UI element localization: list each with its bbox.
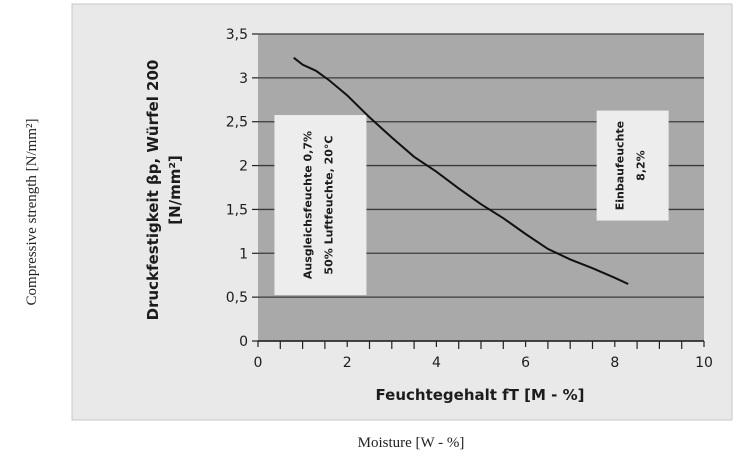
x-tick-label: 8 xyxy=(610,355,619,371)
x-tick-label: 6 xyxy=(521,355,530,371)
y-tick-label: 2 xyxy=(239,159,248,175)
annotation-text: 50% Luftfeuchte, 20°C xyxy=(322,135,335,274)
annotation-text: 8,2% xyxy=(635,150,648,181)
x-tick-labels: 0 2 4 6 8 10 xyxy=(254,355,713,371)
y-tick-label: 2,5 xyxy=(226,115,248,131)
y-tick-label: 3,5 xyxy=(226,27,248,43)
y-tick-labels: 0 0,5 1 1,5 2 2,5 3 3,5 xyxy=(226,27,248,350)
y-tick-label: 1,5 xyxy=(226,202,248,218)
annotation-box xyxy=(596,110,669,221)
y-axis-label: Druckfestigkeit βp, Würfel 200 xyxy=(144,60,162,321)
y-tick-label: 0 xyxy=(239,334,248,350)
x-tick-label: 10 xyxy=(695,355,713,371)
y-axis-unit-label: [N/mm²] xyxy=(166,155,184,225)
series-line xyxy=(293,56,629,285)
outer-y-axis-label: Compressive strength [N/mm²] xyxy=(24,119,40,306)
x-axis-label: Feuchtegehalt fT [M - %] xyxy=(376,386,585,404)
outer-x-axis-label: Moisture [W - %] xyxy=(358,435,465,451)
x-tick-label: 4 xyxy=(432,355,441,371)
annotation-text: Ausgleichsfeuchte 0,7% xyxy=(301,131,314,279)
annotation-box xyxy=(274,115,367,296)
annotation-text: Einbaufeuchte xyxy=(614,121,627,210)
y-tick-label: 1 xyxy=(239,246,248,262)
y-tick-label: 0,5 xyxy=(226,290,248,306)
x-tick-label: 0 xyxy=(254,355,263,371)
annotations: Ausgleichsfeuchte 0,7% 50% Luftfeuchte, 2… xyxy=(274,110,669,296)
y-tick-label: 3 xyxy=(239,71,248,87)
x-tick-label: 2 xyxy=(343,355,352,371)
